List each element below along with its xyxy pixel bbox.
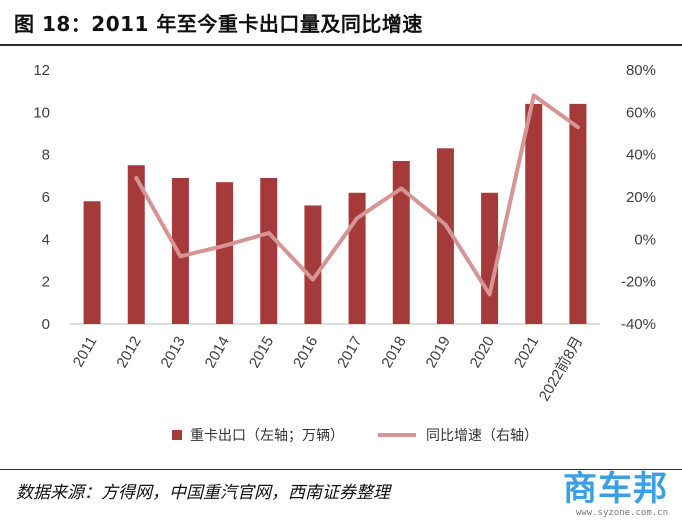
x-tick-label: 2020 — [467, 334, 498, 371]
left-tick-label: 12 — [33, 62, 50, 79]
x-tick-label: 2019 — [422, 334, 453, 371]
figure-title: 图 18：2011 年至今重卡出口量及同比增速 — [14, 12, 423, 36]
x-tick-label: 2013 — [157, 334, 188, 371]
x-tick-label: 2018 — [378, 334, 409, 371]
right-tick-label: -40% — [621, 316, 656, 333]
x-axis-labels: 2011 2012 2013 2014 2015 2016 2017 2018 2019 2020… — [70, 334, 587, 405]
legend-bar-label: 重卡出口（左轴；万辆） — [190, 428, 344, 444]
footer-divider — [0, 469, 682, 470]
bar — [127, 165, 145, 324]
left-tick-label: 4 — [42, 231, 50, 248]
bar-series — [83, 103, 587, 324]
x-tick-label: 2014 — [202, 334, 233, 371]
right-tick-label: 40% — [626, 147, 656, 164]
legend: 重卡出口（左轴；万辆） 同比增速（右轴） — [172, 428, 538, 444]
left-tick-label: 0 — [42, 316, 50, 333]
legend-bar-swatch — [172, 430, 182, 440]
right-tick-label: 60% — [626, 104, 656, 121]
left-tick-label: 2 — [42, 274, 50, 291]
bar — [83, 201, 101, 324]
right-axis: -40% -20% 0% 20% 40% 60% 80% — [621, 62, 656, 333]
x-tick-label: 2022前8月 — [536, 334, 587, 405]
x-tick-label: 2016 — [290, 334, 321, 371]
bar — [260, 177, 278, 324]
legend-line-label: 同比增速（右轴） — [426, 428, 538, 444]
growth-line — [134, 93, 580, 297]
left-tick-label: 6 — [42, 189, 50, 206]
title-divider — [0, 44, 682, 46]
bar — [525, 103, 543, 324]
right-tick-label: -20% — [621, 274, 656, 291]
right-tick-label: 20% — [626, 189, 656, 206]
watermark-logo: 商车邦 — [563, 469, 668, 509]
left-axis: 0 2 4 6 8 10 12 — [33, 62, 50, 333]
bar — [304, 205, 322, 324]
bar — [569, 103, 587, 324]
x-tick-label: 2012 — [113, 334, 144, 371]
x-tick-label: 2021 — [511, 334, 542, 371]
x-tick-label: 2015 — [246, 334, 277, 371]
left-tick-label: 8 — [42, 147, 50, 164]
bar — [392, 161, 410, 324]
left-tick-label: 10 — [33, 104, 50, 121]
x-tick-label: 2017 — [334, 334, 365, 371]
source-note: 数据来源：方得网，中国重汽官网，西南证券整理 — [16, 483, 390, 503]
bar — [436, 148, 454, 324]
bar — [216, 182, 234, 324]
bar — [171, 177, 189, 324]
bar — [481, 192, 499, 324]
x-tick-label: 2011 — [70, 334, 101, 370]
watermark-url: www.syzone.com.cn — [575, 508, 668, 518]
right-tick-label: 80% — [626, 62, 656, 79]
right-tick-label: 0% — [634, 231, 656, 248]
